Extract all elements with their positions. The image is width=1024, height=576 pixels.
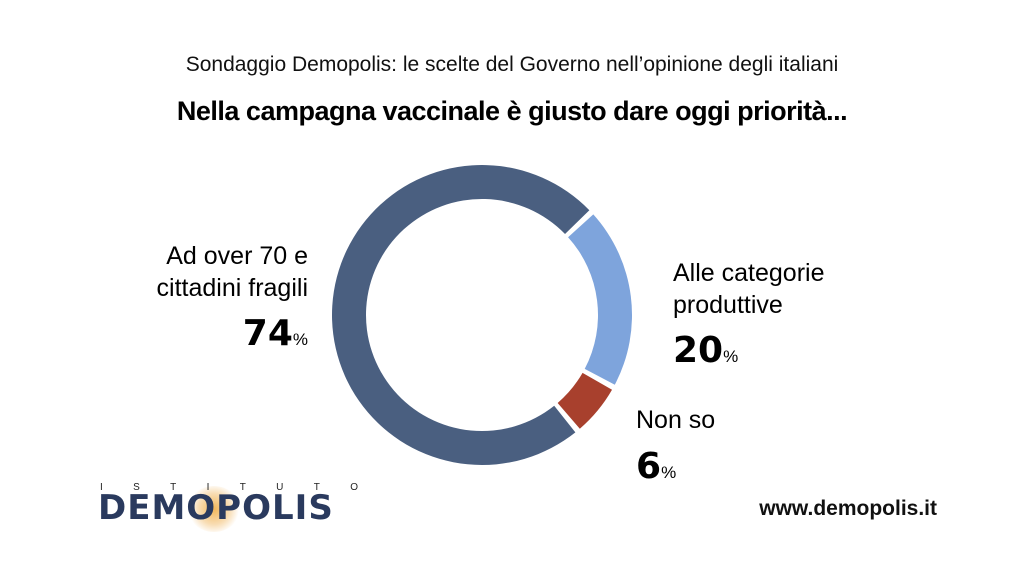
value-nonso: 6% [636, 446, 676, 487]
value-categorie-unit: % [723, 347, 739, 366]
logo-letter: S [133, 482, 140, 493]
value-over70: 74% [243, 313, 308, 354]
subtitle-text: Demopolis: le scelte del Governo nell’op… [286, 53, 839, 76]
slice-over70 [332, 165, 590, 465]
label-categorie-line2: produttive [673, 291, 783, 319]
slice-categorie [568, 214, 632, 385]
website-link[interactable]: www.demopolis.it [759, 497, 937, 520]
donut-chart [332, 165, 632, 465]
value-nonso-number: 6 [636, 446, 662, 487]
logo-letter: U [276, 482, 284, 493]
label-over70: Ad over 70 e cittadini fragili [157, 240, 308, 304]
logo-letter: T [313, 482, 320, 493]
label-categorie-line1: Alle categorie [673, 259, 825, 287]
logo-letter: T [239, 482, 246, 493]
value-nonso-unit: % [661, 463, 677, 482]
label-nonso: Non so [636, 404, 715, 436]
chart-title: Nella campagna vaccinale è giusto dare o… [176, 96, 848, 126]
logo-istituto: I S T I T U T O [100, 482, 358, 493]
value-categorie-number: 20 [673, 330, 724, 371]
chart-subtitle: Sondaggio Demopolis: le scelte del Gover… [0, 53, 1024, 77]
label-over70-line2: cittadini fragili [156, 274, 308, 302]
logo-letter: O [350, 482, 358, 493]
value-over70-unit: % [292, 330, 308, 349]
value-over70-number: 74 [242, 313, 293, 354]
label-over70-line1: Ad over 70 e [166, 242, 308, 270]
logo-letter: I [100, 482, 103, 493]
logo-demopolis: DEMOPOLIS [98, 488, 334, 528]
logo-glow [188, 486, 240, 532]
logo-letter: I [206, 482, 210, 493]
subtitle-brand: Sondaggio [185, 53, 287, 76]
logo-letter: T [170, 482, 177, 493]
value-categorie: 20% [673, 330, 738, 371]
slice-nonso [557, 372, 613, 429]
label-nonso-line1: Non so [636, 406, 716, 434]
label-categorie: Alle categorie produttive [673, 257, 824, 321]
